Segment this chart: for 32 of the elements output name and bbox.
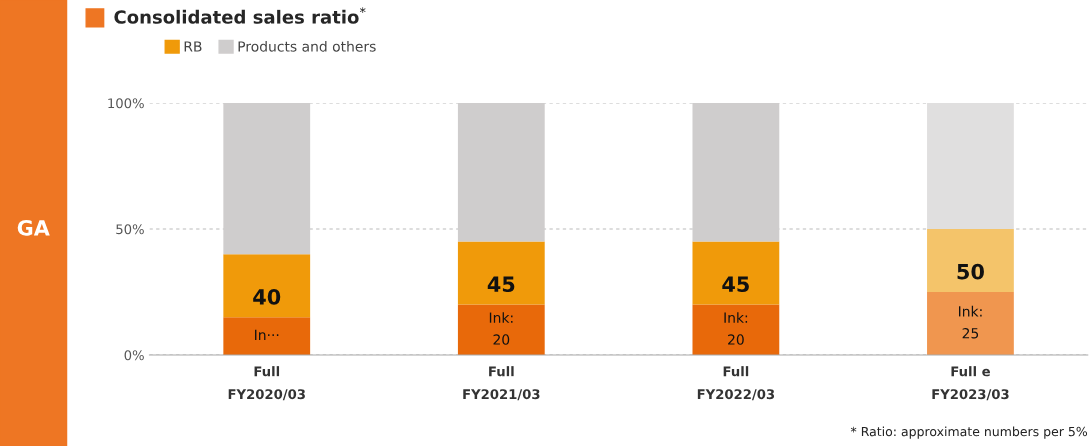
x-tick-label: Full FY2021/03 xyxy=(463,366,540,401)
bar xyxy=(223,103,311,255)
legend-label: RB xyxy=(184,41,202,52)
bar xyxy=(457,103,545,242)
y-tick-label: 0% xyxy=(124,350,144,361)
data-label: Ink: 20 xyxy=(489,312,513,345)
bar xyxy=(692,103,780,242)
data-label: In··· xyxy=(255,329,279,340)
annotation: 45 xyxy=(722,276,749,293)
bar xyxy=(223,254,311,318)
annotation: 50 xyxy=(957,263,984,280)
annotation: 45 xyxy=(487,276,515,293)
annotation: 40 xyxy=(253,288,281,305)
bar xyxy=(927,103,1014,230)
x-tick-label: Full FY2022/03 xyxy=(697,366,775,401)
data-label: Ink: 25 xyxy=(959,305,982,339)
bar xyxy=(927,292,1014,356)
bar xyxy=(457,241,545,305)
bar xyxy=(457,304,545,356)
chart-title: Consolidated sales ratio$^{*}$ xyxy=(114,7,366,24)
x-tick-label: Full e FY2023/03 xyxy=(932,366,1009,401)
bar xyxy=(223,317,311,356)
bar xyxy=(692,304,780,356)
text: * Ratio: approximate numbers per 5% xyxy=(850,426,1088,439)
y-tick-label: 50% xyxy=(116,224,144,235)
y-tick-label: 100% xyxy=(108,98,144,109)
data-label: Ink: 20 xyxy=(724,312,748,345)
x-tick-label: Full FY2020/03 xyxy=(228,366,305,401)
legend-label: Products and others xyxy=(238,40,376,52)
text: GA xyxy=(17,219,50,236)
bar xyxy=(692,241,780,305)
bar xyxy=(927,229,1014,293)
